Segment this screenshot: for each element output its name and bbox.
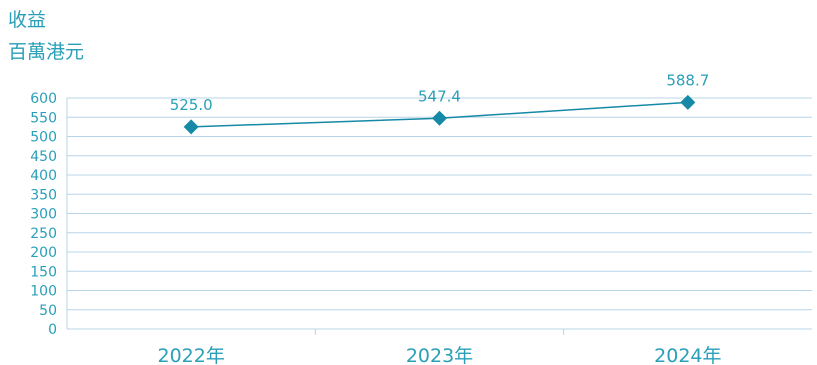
y-tick-label: 100 — [30, 284, 57, 300]
x-category-label: 2022年 — [157, 345, 224, 365]
y-tick-label: 250 — [30, 226, 57, 242]
y-tick-label: 450 — [30, 149, 57, 165]
x-axis — [314, 329, 565, 335]
grid-lines — [66, 97, 812, 330]
y-tick-label: 200 — [30, 245, 57, 261]
data-point-marker — [432, 110, 447, 126]
data-label: 525.0 — [170, 96, 213, 114]
chart-subtitle: 百萬港元 — [8, 41, 85, 63]
y-tick-label: 50 — [39, 303, 57, 319]
data-point-marker — [680, 94, 696, 110]
y-tick-label: 500 — [30, 130, 57, 146]
data-point-marker — [183, 119, 199, 135]
x-category-label: 2023年 — [406, 345, 473, 365]
y-tick-label: 600 — [30, 91, 57, 107]
x-axis-labels: 2022年 2023年 2024年 — [157, 345, 721, 365]
y-tick-label: 150 — [30, 264, 57, 280]
data-label: 547.4 — [418, 87, 461, 105]
series-layer: 525.0 547.4 588.7 — [170, 71, 709, 135]
chart-title: 收益 — [8, 9, 47, 31]
y-tick-label: 300 — [30, 207, 57, 223]
y-tick-label: 0 — [48, 322, 57, 338]
y-axis-ticks: 0 50 100 150 200 250 300 350 400 450 500 550 600 — [30, 91, 57, 338]
data-label: 588.7 — [666, 71, 709, 89]
x-category-label: 2024年 — [654, 345, 721, 365]
y-tick-label: 350 — [30, 187, 57, 203]
y-tick-label: 550 — [30, 110, 57, 126]
y-tick-label: 400 — [30, 168, 57, 184]
